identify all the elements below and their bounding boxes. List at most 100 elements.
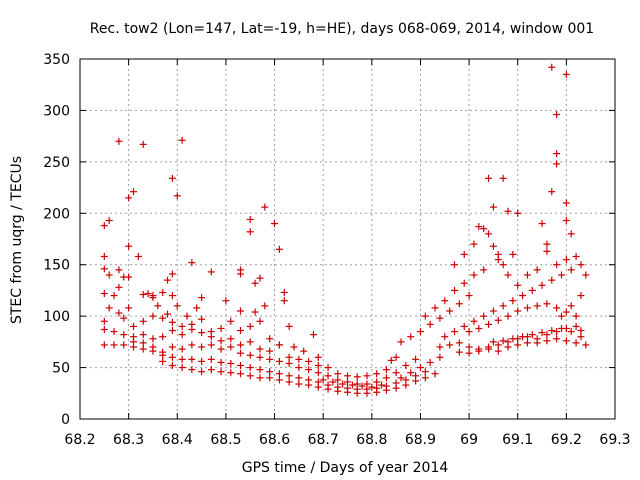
data-point — [120, 331, 128, 339]
data-point — [494, 347, 502, 355]
data-point — [149, 343, 157, 351]
data-point — [188, 326, 196, 334]
data-point — [207, 341, 215, 349]
data-point — [514, 307, 522, 315]
data-point — [110, 341, 118, 349]
data-point — [246, 351, 254, 359]
data-point — [553, 335, 561, 343]
data-point — [246, 372, 254, 380]
data-point — [392, 353, 400, 361]
data-point — [514, 209, 522, 217]
axis-ticks: 68.2 68.3 68.4 68.5 68.6 68.7 68.8 68.9 69 69.1 69… — [43, 52, 630, 448]
data-point — [256, 353, 264, 361]
data-point — [475, 223, 483, 231]
data-point — [455, 348, 463, 356]
data-point — [168, 318, 176, 326]
data-point — [144, 290, 152, 298]
x-tick-label: 68.2 — [64, 432, 95, 448]
data-point — [470, 240, 478, 248]
data-point — [553, 160, 561, 168]
data-point — [198, 343, 206, 351]
data-point — [280, 288, 288, 296]
data-point — [295, 364, 303, 372]
data-point — [100, 222, 108, 230]
data-point — [115, 309, 123, 317]
data-point — [266, 347, 274, 355]
data-point — [562, 308, 570, 316]
data-point — [237, 341, 244, 349]
data-point — [134, 252, 142, 260]
data-point — [100, 290, 108, 298]
data-point — [173, 302, 181, 310]
plot-area-frame — [79, 58, 616, 420]
data-point — [237, 362, 244, 370]
data-point — [416, 364, 424, 372]
data-point — [237, 327, 244, 335]
data-point — [222, 297, 230, 305]
x-tick-label: 69.3 — [599, 432, 630, 448]
data-point — [100, 252, 108, 260]
data-point — [246, 364, 254, 372]
data-point — [577, 261, 585, 269]
data-point — [285, 372, 293, 380]
data-point — [125, 242, 133, 250]
data-point — [485, 345, 493, 353]
data-point — [407, 369, 415, 377]
data-point — [528, 286, 536, 294]
data-point — [275, 245, 283, 253]
data-point — [237, 349, 244, 357]
data-point — [217, 368, 225, 376]
data-point — [256, 345, 264, 353]
data-point — [460, 322, 468, 330]
x-tick-label: 69 — [460, 432, 478, 448]
data-point — [110, 328, 118, 336]
data-point — [300, 347, 308, 355]
data-point — [548, 188, 556, 196]
data-point — [168, 343, 176, 351]
data-point — [198, 294, 206, 302]
data-point — [421, 368, 429, 376]
chart-title: Rec. tow2 (Lon=147, Lat=-19, h=HE), days… — [90, 21, 594, 37]
data-point — [168, 270, 176, 278]
data-point — [558, 312, 565, 320]
data-point — [266, 335, 274, 343]
data-point — [499, 337, 507, 345]
data-point — [130, 322, 137, 330]
data-point — [562, 216, 570, 224]
data-point — [494, 256, 502, 264]
data-point — [217, 337, 225, 345]
data-point — [528, 331, 536, 339]
data-point — [266, 374, 274, 382]
y-tick-label: 350 — [43, 52, 70, 68]
data-point — [451, 286, 458, 294]
x-tick-label: 68.8 — [356, 432, 387, 448]
data-point — [485, 174, 493, 182]
data-point — [465, 292, 473, 300]
data-point — [368, 383, 376, 391]
data-point — [567, 302, 575, 310]
data-point — [188, 366, 196, 374]
data-point — [470, 271, 478, 279]
data-point — [465, 349, 473, 357]
data-point — [519, 333, 527, 341]
data-point — [324, 364, 332, 372]
data-point — [314, 369, 322, 377]
data-point — [543, 331, 551, 339]
data-point — [334, 370, 342, 378]
x-tick-label: 68.4 — [162, 432, 193, 448]
y-tick-label: 200 — [43, 206, 70, 222]
data-point — [275, 357, 283, 365]
data-point — [436, 314, 444, 322]
data-point — [275, 370, 283, 378]
data-point — [509, 335, 517, 343]
data-point — [207, 366, 215, 374]
data-point — [319, 376, 327, 384]
data-point — [334, 387, 342, 395]
data-point — [275, 341, 283, 349]
data-point — [285, 378, 293, 386]
data-point — [344, 388, 351, 396]
data-point — [489, 242, 497, 250]
data-point — [548, 327, 556, 335]
data-point — [139, 331, 147, 339]
